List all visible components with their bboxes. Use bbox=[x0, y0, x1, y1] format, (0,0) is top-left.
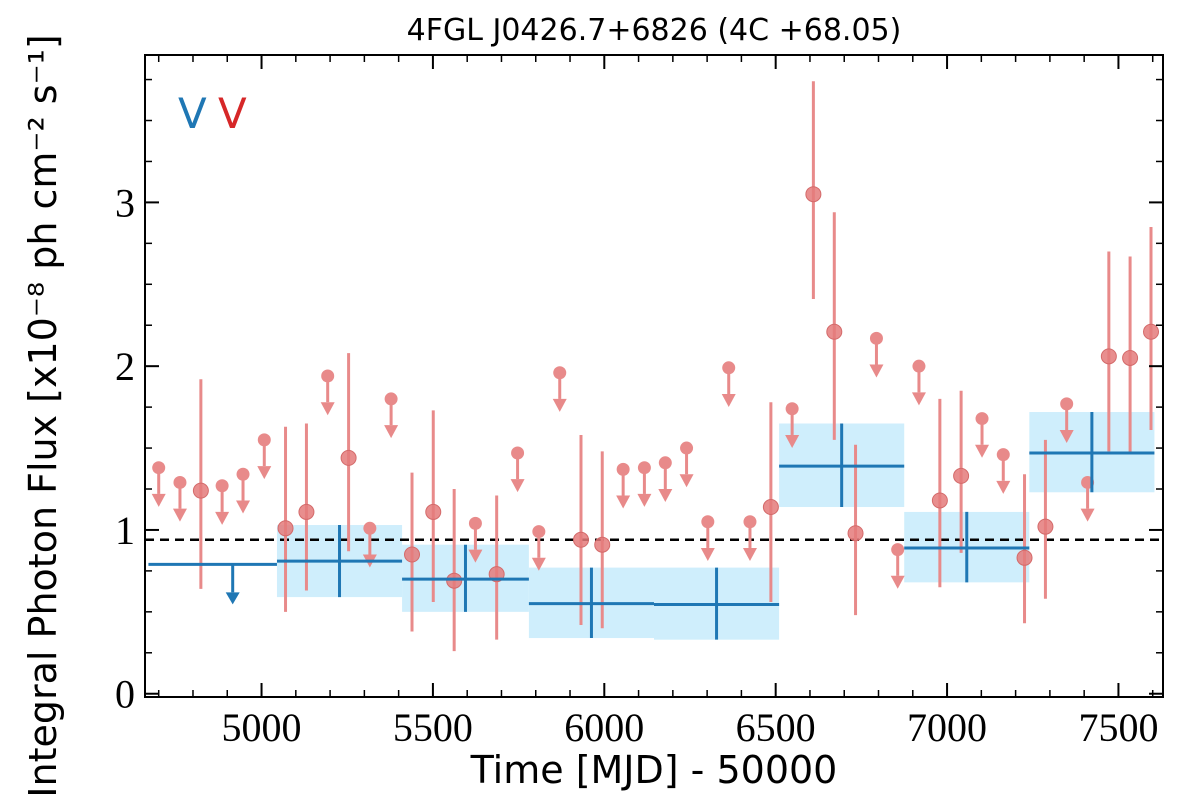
fine-upper-limit-arrow bbox=[320, 402, 335, 416]
fine-upper-limit-marker bbox=[511, 446, 525, 460]
fine-data-point bbox=[805, 186, 822, 203]
fine-upper-limit-arrow bbox=[616, 495, 631, 509]
fine-upper-limit-arrow bbox=[890, 575, 905, 589]
fine-upper-limit-marker bbox=[680, 441, 694, 455]
x-tick-label: 5000 bbox=[222, 705, 302, 750]
x-axis-label: Time [MJD] - 50000 bbox=[470, 748, 838, 792]
x-tick-label: 7000 bbox=[907, 705, 987, 750]
x-tick-label: 6000 bbox=[564, 705, 644, 750]
x-tick-labels: 5000 5500 6000 6500 7000 7500 bbox=[222, 705, 1159, 750]
fine-data-point bbox=[340, 449, 357, 466]
fine-upper-limit-arrow bbox=[658, 489, 673, 503]
fine-upper-limit-arrow bbox=[700, 547, 715, 561]
fine-upper-limit-marker bbox=[363, 521, 377, 535]
y-tick-label: 3 bbox=[115, 180, 135, 225]
fine-data-point bbox=[1143, 323, 1160, 340]
fine-upper-limit-arrow bbox=[531, 557, 546, 571]
fine-upper-limit-marker bbox=[701, 515, 715, 529]
fine-upper-limit-marker bbox=[891, 543, 905, 557]
fine-upper-limit-arrow bbox=[172, 508, 187, 522]
fine-upper-limit-marker bbox=[658, 456, 672, 470]
chart-title: 4FGL J0426.7+6826 (4C +68.05) bbox=[407, 13, 902, 48]
fine-data-point bbox=[953, 467, 970, 484]
fine-upper-limit-marker bbox=[532, 525, 546, 539]
y-tick-label: 1 bbox=[115, 508, 135, 553]
band-label-text: V bbox=[178, 89, 207, 138]
fine-upper-limit-marker bbox=[743, 515, 757, 529]
fine-upper-limit-arrow bbox=[869, 364, 884, 378]
fine-upper-limit-marker bbox=[173, 475, 187, 489]
fine-upper-limit-arrow bbox=[911, 392, 926, 406]
fine-upper-limit-marker bbox=[996, 448, 1010, 462]
axis-ticks bbox=[145, 55, 1163, 697]
fine-upper-limit-arrow bbox=[785, 434, 800, 448]
fine-upper-limit-arrow bbox=[257, 466, 272, 480]
x-tick-label: 5500 bbox=[393, 705, 473, 750]
fine-data-point bbox=[594, 536, 611, 553]
fine-data-point bbox=[931, 492, 948, 509]
fine-upper-limit-arrow bbox=[151, 493, 166, 507]
y-tick-label: 2 bbox=[115, 344, 135, 389]
fine-upper-limit-marker bbox=[321, 369, 335, 383]
fine-upper-limit-arrow bbox=[215, 511, 230, 525]
fine-upper-limit-marker bbox=[152, 461, 166, 475]
fine-upper-limit-arrow bbox=[1080, 508, 1095, 522]
x-tick-label: 6500 bbox=[736, 705, 816, 750]
fine-upper-limit-arrow bbox=[468, 549, 483, 563]
coarse-bin-points bbox=[148, 412, 1155, 640]
fine-upper-limit-marker bbox=[215, 479, 229, 493]
fine-data-point bbox=[1016, 549, 1033, 566]
fine-upper-limit-arrow bbox=[721, 394, 736, 408]
fine-upper-limit-marker bbox=[975, 412, 989, 426]
plot-frame bbox=[144, 54, 1164, 698]
fine-upper-limit-marker bbox=[616, 462, 630, 476]
fine-upper-limit-arrow bbox=[510, 479, 525, 493]
fine-upper-limit-marker bbox=[637, 461, 651, 475]
band-label-text: V bbox=[218, 89, 247, 138]
fine-data-point bbox=[1037, 518, 1054, 535]
fine-upper-limit-marker bbox=[1060, 397, 1074, 411]
fine-data-point bbox=[446, 572, 463, 589]
fine-data-point bbox=[404, 546, 421, 563]
fine-upper-limit-arrow bbox=[742, 547, 757, 561]
fine-upper-limit-arrow bbox=[637, 493, 652, 507]
fine-upper-limit-marker bbox=[384, 392, 398, 406]
fine-data-point bbox=[192, 482, 209, 499]
fine-upper-limit-marker bbox=[785, 402, 799, 416]
fine-data-point bbox=[425, 503, 442, 520]
fine-upper-limit-arrow bbox=[384, 425, 399, 439]
fine-upper-limit-marker bbox=[468, 516, 482, 530]
fine-upper-limit-marker bbox=[236, 467, 250, 481]
fine-data-point bbox=[298, 503, 315, 520]
y-axis-label: Integral Photon Flux [x10⁻⁸ ph cm⁻² s⁻¹] bbox=[21, 34, 65, 797]
fine-upper-limit-arrow bbox=[996, 480, 1011, 494]
y-tick-labels: 0 1 2 3 bbox=[115, 180, 135, 716]
fine-upper-limit-arrow bbox=[975, 444, 990, 458]
fine-data-point bbox=[762, 499, 779, 516]
fine-data-point bbox=[572, 531, 589, 548]
fine-upper-limit-marker bbox=[257, 433, 271, 447]
fine-data-point bbox=[847, 525, 864, 542]
fine-upper-limit-arrow bbox=[552, 398, 567, 412]
y-tick-label: 0 bbox=[115, 672, 135, 717]
fine-data-point bbox=[277, 520, 294, 537]
fine-upper-limit-marker bbox=[869, 331, 883, 345]
fine-data-point bbox=[826, 323, 843, 340]
fine-upper-limit-arrow bbox=[679, 474, 694, 488]
coarse-upper-limit-arrow bbox=[225, 592, 240, 605]
fine-upper-limit-marker bbox=[912, 359, 926, 373]
x-tick-label: 7500 bbox=[1078, 705, 1158, 750]
fine-upper-limit-marker bbox=[722, 361, 736, 375]
fine-upper-limit-marker bbox=[553, 366, 567, 380]
fine-data-point bbox=[1122, 349, 1139, 366]
fine-upper-limit-arrow bbox=[1059, 430, 1074, 444]
fine-data-point bbox=[1100, 348, 1117, 365]
fine-upper-limit-arrow bbox=[236, 500, 251, 514]
